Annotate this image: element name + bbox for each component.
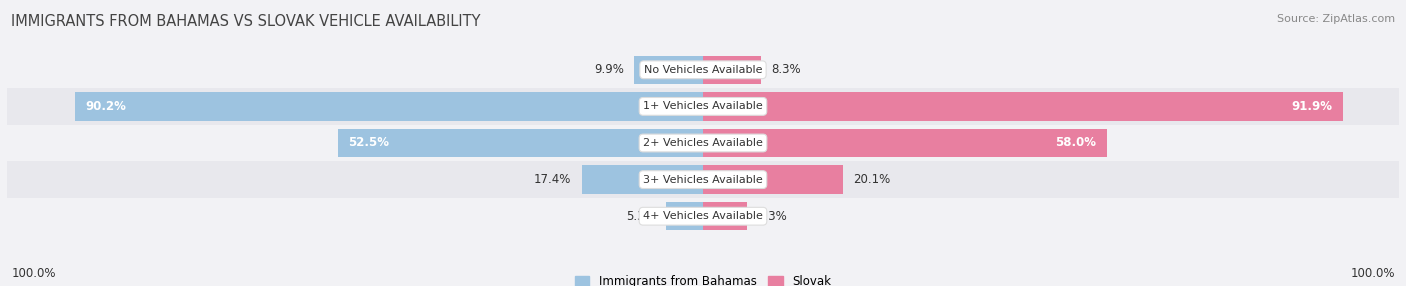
Bar bbox=[666, 202, 703, 231]
Text: 2+ Vehicles Available: 2+ Vehicles Available bbox=[643, 138, 763, 148]
Bar bbox=[7, 88, 1399, 125]
Bar bbox=[337, 129, 703, 157]
Text: Source: ZipAtlas.com: Source: ZipAtlas.com bbox=[1277, 14, 1395, 24]
Text: 6.3%: 6.3% bbox=[758, 210, 787, 223]
Bar bbox=[7, 125, 1399, 161]
Text: IMMIGRANTS FROM BAHAMAS VS SLOVAK VEHICLE AVAILABILITY: IMMIGRANTS FROM BAHAMAS VS SLOVAK VEHICL… bbox=[11, 14, 481, 29]
Text: 5.3%: 5.3% bbox=[626, 210, 655, 223]
Text: 8.3%: 8.3% bbox=[772, 63, 801, 76]
Text: 3+ Vehicles Available: 3+ Vehicles Available bbox=[643, 175, 763, 184]
Bar bbox=[703, 129, 1107, 157]
Text: No Vehicles Available: No Vehicles Available bbox=[644, 65, 762, 75]
Text: 100.0%: 100.0% bbox=[11, 267, 56, 280]
Text: 90.2%: 90.2% bbox=[86, 100, 127, 113]
Bar bbox=[582, 165, 703, 194]
Bar bbox=[7, 51, 1399, 88]
Text: 52.5%: 52.5% bbox=[349, 136, 389, 150]
Text: 100.0%: 100.0% bbox=[1350, 267, 1395, 280]
Legend: Immigrants from Bahamas, Slovak: Immigrants from Bahamas, Slovak bbox=[571, 270, 835, 286]
Text: 20.1%: 20.1% bbox=[853, 173, 890, 186]
Bar bbox=[634, 55, 703, 84]
Bar bbox=[703, 165, 842, 194]
Bar bbox=[7, 161, 1399, 198]
Bar bbox=[703, 92, 1343, 121]
Text: 17.4%: 17.4% bbox=[534, 173, 571, 186]
Bar bbox=[7, 198, 1399, 235]
Bar bbox=[76, 92, 703, 121]
Bar bbox=[703, 202, 747, 231]
Text: 91.9%: 91.9% bbox=[1291, 100, 1331, 113]
Text: 4+ Vehicles Available: 4+ Vehicles Available bbox=[643, 211, 763, 221]
Bar bbox=[703, 55, 761, 84]
Text: 9.9%: 9.9% bbox=[593, 63, 624, 76]
Text: 58.0%: 58.0% bbox=[1056, 136, 1097, 150]
Text: 1+ Vehicles Available: 1+ Vehicles Available bbox=[643, 102, 763, 111]
